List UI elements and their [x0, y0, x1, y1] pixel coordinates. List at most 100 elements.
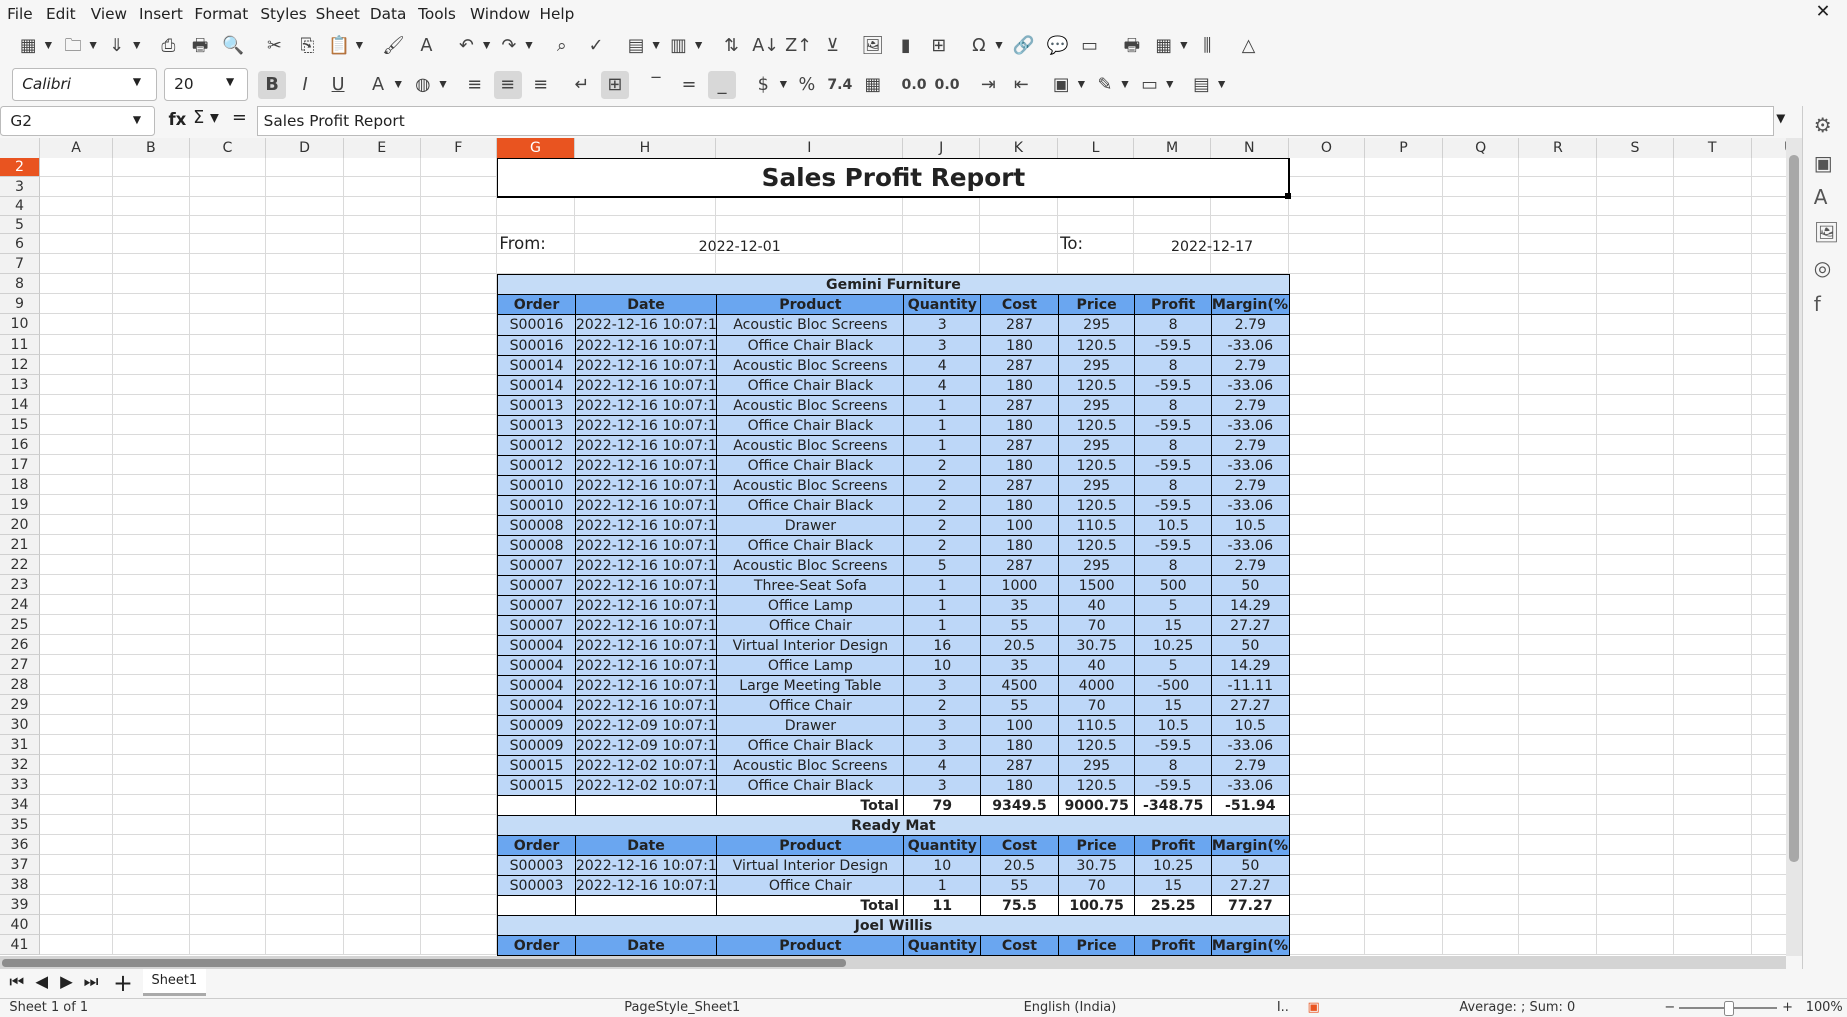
- grid-cell[interactable]: [1288, 157, 1366, 177]
- table-cell[interactable]: 2.79: [1210, 755, 1290, 777]
- grid-cell[interactable]: [1597, 875, 1674, 896]
- grid-cell[interactable]: [1519, 654, 1598, 675]
- zoom-in-icon[interactable]: +: [1782, 999, 1793, 1015]
- row-header-23[interactable]: 23: [0, 574, 41, 595]
- column-header-c[interactable]: C: [190, 137, 267, 158]
- table-cell[interactable]: S00007: [497, 614, 576, 637]
- grid-cell[interactable]: [189, 274, 267, 295]
- table-cell[interactable]: -59.5: [1134, 334, 1213, 356]
- grid-cell[interactable]: [1597, 795, 1674, 816]
- grid-cell[interactable]: [1365, 694, 1443, 715]
- table-cell[interactable]: S00016: [497, 314, 576, 336]
- column-header-profit[interactable]: Profit: [1134, 294, 1213, 316]
- table-cell[interactable]: 120.5: [1057, 374, 1136, 396]
- total-value[interactable]: -348.75: [1134, 795, 1213, 817]
- grid-cell[interactable]: [189, 915, 267, 936]
- grid-cell[interactable]: [189, 855, 267, 876]
- spelling-icon[interactable]: ✓: [588, 35, 604, 56]
- grid-cell[interactable]: [40, 714, 114, 735]
- vertical-scrollbar[interactable]: [1785, 137, 1803, 957]
- grid-cell[interactable]: [1365, 654, 1443, 675]
- table-cell[interactable]: S00012: [497, 454, 576, 476]
- grid-cell[interactable]: [1673, 414, 1752, 435]
- grid-cell[interactable]: [716, 234, 904, 255]
- grid-cell[interactable]: [1288, 374, 1366, 395]
- table-cell[interactable]: S00010: [497, 494, 576, 516]
- grid-cell[interactable]: [1365, 334, 1443, 355]
- grid-cell[interactable]: [40, 454, 114, 475]
- styles-icon[interactable]: ▣: [1813, 150, 1833, 175]
- grid-cell[interactable]: [189, 574, 267, 595]
- grid-cell[interactable]: [40, 434, 114, 455]
- grid-cell[interactable]: [113, 915, 190, 936]
- grid-cell[interactable]: [1519, 835, 1598, 856]
- menu-insert[interactable]: Insert: [138, 4, 183, 23]
- font-size-box[interactable]: 20 ▼: [163, 68, 249, 101]
- grid-cell[interactable]: [1519, 594, 1598, 615]
- grid-cell[interactable]: [1751, 355, 1786, 375]
- grid-cell[interactable]: [1288, 314, 1366, 335]
- to-label[interactable]: To:: [1060, 234, 1084, 254]
- grid-cell[interactable]: [113, 835, 190, 856]
- grid-cell[interactable]: [113, 674, 190, 695]
- from-date[interactable]: 2022-12-01: [698, 238, 781, 255]
- row-header-8[interactable]: 8: [0, 274, 41, 295]
- bold-icon[interactable]: B: [257, 70, 287, 99]
- grid-cell[interactable]: [1057, 215, 1135, 235]
- table-cell[interactable]: 55: [980, 614, 1059, 637]
- table-cell[interactable]: 8: [1134, 474, 1213, 496]
- chevron-down-icon[interactable]: ▼: [133, 39, 141, 51]
- grid-cell[interactable]: [1442, 196, 1520, 216]
- column-header-cost[interactable]: Cost: [980, 294, 1059, 316]
- table-cell[interactable]: Office Chair Black: [716, 334, 905, 356]
- table-cell[interactable]: 1000: [980, 574, 1059, 596]
- grid-cell[interactable]: [189, 815, 267, 836]
- table-cell[interactable]: -59.5: [1134, 534, 1213, 556]
- grid-cell[interactable]: [40, 554, 114, 575]
- character-icon[interactable]: A: [1813, 184, 1828, 209]
- table-cell[interactable]: S00010: [497, 474, 576, 496]
- table-cell[interactable]: 15: [1134, 614, 1213, 637]
- grid-cell[interactable]: [1597, 574, 1674, 595]
- table-cell[interactable]: 287: [980, 474, 1059, 496]
- grid-cell[interactable]: [1442, 454, 1520, 475]
- table-cell[interactable]: 1: [903, 394, 982, 416]
- table-cell[interactable]: 8: [1134, 314, 1213, 336]
- row-header-34[interactable]: 34: [0, 795, 41, 816]
- grid-cell[interactable]: [1597, 534, 1674, 555]
- grid-cell[interactable]: [420, 694, 498, 715]
- grid-cell[interactable]: [1519, 614, 1598, 635]
- table-cell[interactable]: 2.79: [1210, 314, 1290, 336]
- grid-cell[interactable]: [1673, 434, 1752, 455]
- grid-cell[interactable]: [343, 895, 421, 916]
- grid-cell[interactable]: [1288, 196, 1366, 216]
- column-header-h[interactable]: H: [575, 137, 717, 158]
- column-header-price[interactable]: Price: [1057, 294, 1136, 316]
- font-name-box[interactable]: Calibri ▼: [11, 68, 158, 101]
- grid-cell[interactable]: [1442, 875, 1520, 896]
- table-cell[interactable]: 4500: [980, 674, 1059, 697]
- column-header-a[interactable]: A: [40, 137, 114, 158]
- grid-cell[interactable]: [1751, 895, 1786, 916]
- grid-cell[interactable]: [1597, 354, 1674, 375]
- row-header-26[interactable]: 26: [0, 634, 41, 655]
- grid-cell[interactable]: [343, 714, 421, 735]
- chevron-down-icon[interactable]: ▼: [1121, 78, 1129, 90]
- grid-cell[interactable]: [113, 855, 190, 876]
- table-cell[interactable]: 2022-12-16 10:07:13: [574, 434, 718, 456]
- grid-cell[interactable]: [903, 254, 980, 275]
- table-cell[interactable]: Acoustic Bloc Screens: [716, 314, 905, 336]
- grid-cell[interactable]: [1442, 614, 1520, 635]
- grid-cell[interactable]: [1134, 196, 1211, 216]
- row-header-41[interactable]: 41: [0, 935, 41, 956]
- grid-cell[interactable]: [40, 915, 114, 936]
- previous-sheet-icon[interactable]: ◀: [35, 971, 49, 991]
- table-cell[interactable]: 2022-12-16 10:07:13: [574, 674, 718, 697]
- table-cell[interactable]: 100: [980, 714, 1059, 737]
- grid-cell[interactable]: [1519, 895, 1598, 916]
- autofilter-icon[interactable]: ⊻: [826, 35, 840, 56]
- table-cell[interactable]: 2.79: [1210, 434, 1290, 456]
- grid-cell[interactable]: [113, 795, 190, 816]
- functions-icon[interactable]: f: [1813, 292, 1821, 317]
- grid-cell[interactable]: [1673, 915, 1752, 936]
